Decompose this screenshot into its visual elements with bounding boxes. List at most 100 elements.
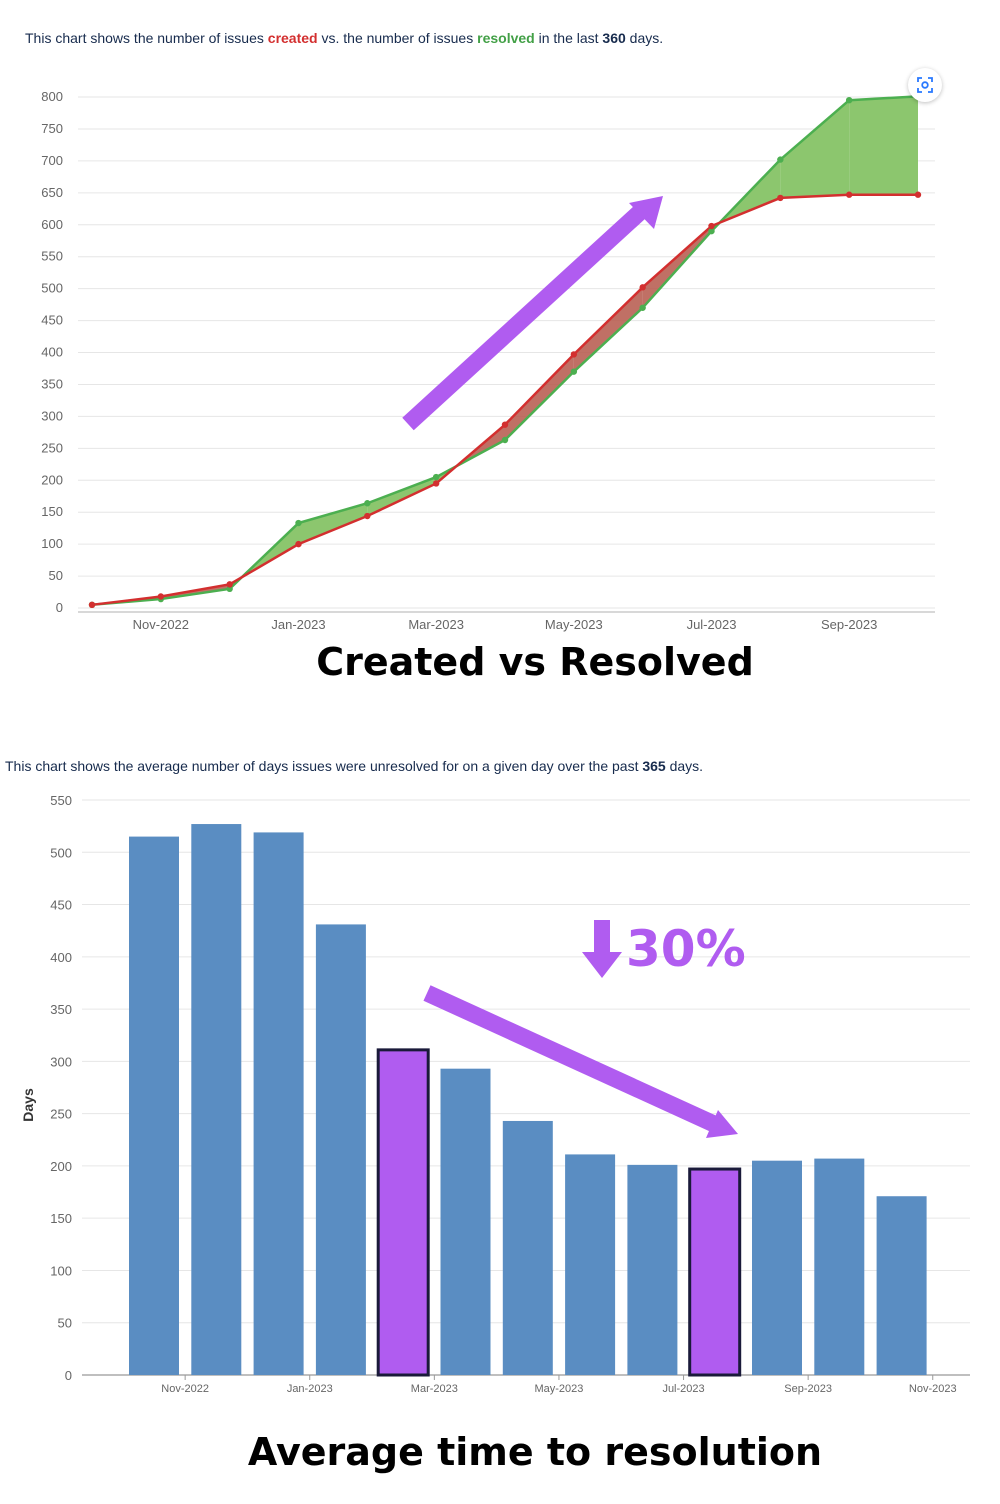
- chart1-y-axis: 0 50 100 150 200 250 300 350 400 450 500 550 600 650 7…: [41, 89, 63, 615]
- created-point: [639, 284, 646, 291]
- desc2-suffix: days.: [665, 758, 704, 774]
- chart1-y-tick-label: 650: [41, 185, 63, 200]
- chart2-x-tick-label: May-2023: [534, 1383, 583, 1395]
- arrow-shaft-2: [423, 985, 718, 1132]
- chart2-y-tick-label: 100: [50, 1263, 72, 1278]
- chart2-x-tick-label: Jul-2023: [662, 1383, 704, 1395]
- chart2-y-axis: 0 50 100 150 200 250 300 350 400 450 500 550: [50, 793, 72, 1383]
- created-point: [364, 512, 371, 520]
- created-point: [295, 540, 302, 548]
- bar: [814, 1158, 865, 1375]
- created-point: [914, 191, 922, 198]
- created-point: [570, 351, 578, 358]
- bar: [876, 1196, 927, 1375]
- chart2-x-tick-label: Jan-2023: [287, 1383, 333, 1395]
- chart2-description: This chart shows the average number of d…: [5, 758, 703, 774]
- created-surplus-area: [505, 354, 574, 441]
- chart2-y-tick-label: 400: [50, 950, 72, 965]
- chart2-caption: Average time to resolution: [247, 1430, 823, 1474]
- created-point: [157, 593, 165, 600]
- chart2-y-axis-label: Days: [20, 1088, 36, 1122]
- percent-decrease-annotation: 30%: [582, 920, 746, 978]
- chart2-y-tick-label: 300: [50, 1054, 72, 1069]
- chart2-x-tick-label: Nov-2022: [161, 1383, 209, 1395]
- chart2-y-tick-label: 150: [50, 1211, 72, 1226]
- bar: [752, 1160, 802, 1375]
- resolved-point: [845, 96, 853, 104]
- resolved-point: [570, 368, 578, 375]
- chart1-x-tick-label: Jul-2023: [687, 617, 737, 632]
- highlighted-bar: [376, 1048, 430, 1377]
- created-point: [226, 581, 233, 588]
- chart1-fill-areas: [92, 96, 918, 605]
- chart1-y-tick-label: 350: [41, 376, 63, 391]
- arrow-head-2: [706, 1110, 738, 1138]
- resolved-point: [501, 436, 509, 444]
- arrow-head-1: [629, 196, 663, 229]
- bar: [440, 1068, 491, 1375]
- desc1-middle: vs. the number of issues: [317, 30, 478, 46]
- desc1-created-word: created: [267, 30, 318, 46]
- chart1-y-tick-label: 400: [41, 345, 63, 360]
- resolved-point: [777, 156, 784, 163]
- chart2-y-tick-label: 250: [50, 1107, 72, 1122]
- chart1-y-tick-label: 250: [41, 440, 63, 455]
- bar: [253, 832, 304, 1375]
- chart1-y-tick-label: 700: [41, 153, 63, 168]
- chart2-x-tick-label: Mar-2023: [411, 1383, 458, 1395]
- highlighted-bar: [688, 1167, 742, 1377]
- resolved-point: [226, 585, 233, 593]
- chart2-y-tick-label: 450: [50, 898, 72, 913]
- chart2-y-tick-label: 0: [65, 1368, 72, 1383]
- chart2-x-axis: Nov-2022 Jan-2023 Mar-2023 May-2023 Jul-2023…: [161, 1375, 957, 1395]
- chart1-x-tick-label: Jan-2023: [271, 617, 325, 632]
- bar: [502, 1120, 553, 1375]
- chart1-x-tick-label: Sep-2023: [821, 617, 877, 632]
- resolved-surplus-area: [298, 503, 368, 545]
- bar: [627, 1164, 678, 1375]
- created-point: [88, 601, 96, 609]
- created-point: [432, 480, 440, 487]
- chart1-x-axis: Nov-2022 Jan-2023 Mar-2023 May-2023 Jul-2023…: [133, 617, 878, 632]
- chart1-description: This chart shows the number of issues cr…: [25, 30, 663, 46]
- arrow-shaft-1: [402, 205, 646, 431]
- created-point: [708, 222, 715, 230]
- resolved-point: [295, 519, 302, 527]
- chart1-x-tick-label: Nov-2022: [133, 617, 189, 632]
- chart1-x-tick-label: Mar-2023: [408, 617, 464, 632]
- desc1-middle2: in the last: [534, 30, 603, 46]
- resolved-point: [639, 304, 646, 311]
- chart1-caption: Created vs Resolved: [316, 640, 754, 684]
- resolved-surplus-area: [367, 477, 437, 517]
- down-arrow-icon: [582, 920, 622, 978]
- chart1-y-tick-label: 50: [49, 568, 63, 583]
- desc2-days: 365: [642, 758, 666, 774]
- percent-decrease-label: 30%: [626, 920, 746, 978]
- chart1-grid: [78, 96, 935, 613]
- chart1-y-tick-label: 200: [41, 472, 63, 487]
- desc1-days: 360: [602, 30, 626, 46]
- chart1-x-tick-label: May-2023: [545, 617, 603, 632]
- bar: [565, 1154, 616, 1375]
- resolved-point: [364, 500, 371, 507]
- created-point: [777, 194, 784, 202]
- created-point: [501, 421, 509, 428]
- bar: [129, 836, 179, 1375]
- created-vs-resolved-chart: 0 50 100 150 200 250 300 350 400 450 500 550 600 650 7…: [41, 89, 935, 632]
- chart2-y-tick-label: 50: [58, 1316, 72, 1331]
- bar: [191, 824, 242, 1375]
- resolved-surplus-area: [780, 100, 850, 198]
- chart1-y-tick-label: 500: [41, 281, 63, 296]
- chart2-x-tick-label: Sep-2023: [784, 1383, 832, 1395]
- chart1-y-tick-label: 550: [41, 249, 63, 264]
- chart1-y-tick-label: 300: [41, 408, 63, 423]
- resolved-surplus-area: [849, 96, 918, 195]
- resolved-point: [432, 473, 440, 481]
- focus-view-button[interactable]: [908, 68, 942, 102]
- created-surplus-area: [573, 287, 643, 372]
- chart2-y-tick-label: 500: [50, 845, 72, 860]
- chart1-y-tick-label: 800: [41, 89, 63, 104]
- desc1-prefix: This chart shows the number of issues: [25, 30, 268, 46]
- chart2-x-tick-label: Nov-2023: [909, 1383, 957, 1395]
- chart2-y-tick-label: 350: [50, 1002, 72, 1017]
